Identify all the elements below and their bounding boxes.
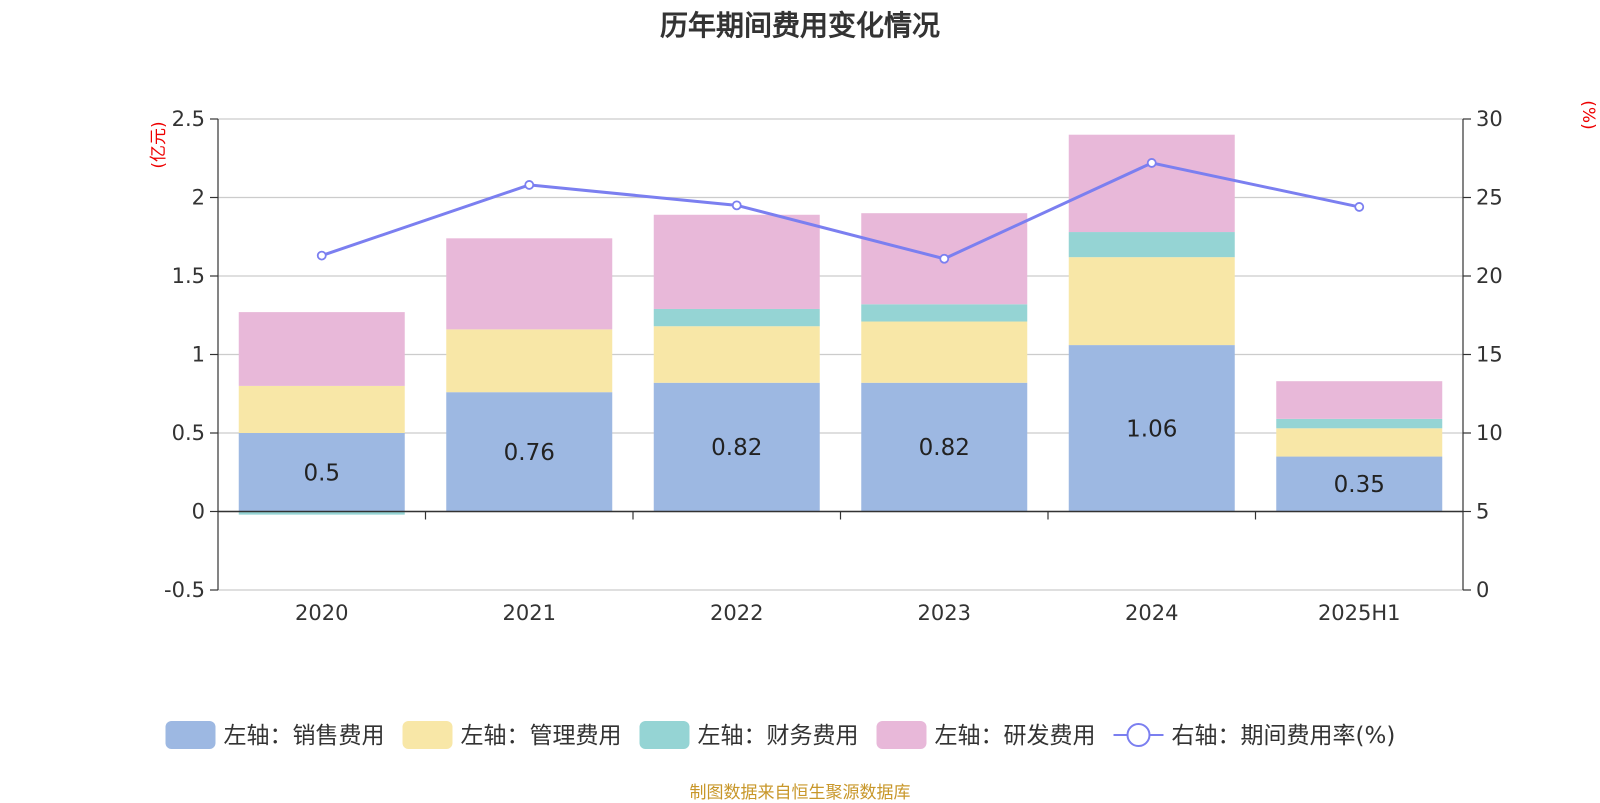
bar-segment [861,382,1028,512]
legend-swatch [639,721,690,749]
bar-segment [1068,345,1235,512]
rate-point [939,253,950,264]
source-note: 制图数据来自恒生聚源数据库 [689,783,911,803]
bar-value-label: 0.82 [711,435,762,461]
legend-label: 左轴：管理费用 [461,723,622,749]
bar-segment [653,382,820,512]
legend-swatch [876,721,927,749]
rate-point [731,200,742,211]
right-tick-label: 10 [1476,421,1503,445]
right-tick-label: 5 [1476,500,1489,524]
right-tick-label: 30 [1476,107,1503,131]
left-tick-label: -0.5 [164,578,205,602]
left-tick-label: 0.5 [172,421,205,445]
x-tick-label: 2023 [918,601,971,625]
bar-segment [653,214,820,309]
right-axis-unit: (%) [1578,100,1598,129]
bar-segment [653,308,820,327]
bar-segment [238,385,405,433]
bar-value-label: 0.5 [303,460,340,486]
x-tick-label: 2024 [1125,601,1178,625]
right-tick-label: 15 [1476,343,1503,367]
bar-segment [1068,232,1235,258]
bar-segment [1276,381,1443,419]
legend-label: 右轴：期间费用率(%) [1172,723,1396,749]
bar-segment [1276,456,1443,512]
bar-value-label: 0.35 [1334,472,1385,498]
bar-segment [1068,134,1235,233]
rate-point [1146,158,1157,168]
bar-segment [446,392,613,512]
rate-point [1354,202,1365,212]
left-tick-label: 2 [192,186,205,210]
bar-segment [1276,428,1443,457]
right-tick-label: 0 [1476,578,1489,602]
rate-point [524,180,535,190]
legend-swatch [402,721,453,749]
bar-segment [446,329,613,393]
rate-line [321,161,1360,261]
legend-swatch [165,721,216,749]
x-tick-label: 2021 [503,601,556,625]
chart-title: 历年期间费用变化情况 [659,9,940,42]
bar-value-label: 0.76 [504,440,555,466]
left-tick-label: 1.5 [172,264,205,288]
bar-segment [238,433,405,512]
bar-segment [238,312,405,386]
right-tick-label: 20 [1476,264,1503,288]
right-tick-label: 25 [1476,186,1503,210]
rate-point [316,250,327,261]
bar-segment [861,321,1028,383]
legend-label: 左轴：研发费用 [935,723,1096,749]
legend-label: 左轴：销售费用 [224,723,385,749]
bar-value-label: 0.82 [919,435,970,461]
bar-segment [861,304,1028,322]
bar-segment [1276,418,1443,429]
legend-marker [1126,723,1151,747]
bar-segment [1068,257,1235,346]
bar-value-label: 1.06 [1126,416,1177,442]
bar-segment [446,238,613,330]
x-tick-label: 2022 [710,601,763,625]
left-tick-label: 1 [192,343,205,367]
bar-segment [653,326,820,383]
left-axis-unit: (亿元) [149,121,169,168]
legend-label: 左轴：财务费用 [698,723,859,749]
left-tick-label: 0 [192,500,205,524]
left-tick-label: 2.5 [172,107,205,131]
x-tick-label: 2020 [295,601,348,625]
bar-segment [238,511,405,515]
x-tick-label: 2025H1 [1318,601,1401,625]
